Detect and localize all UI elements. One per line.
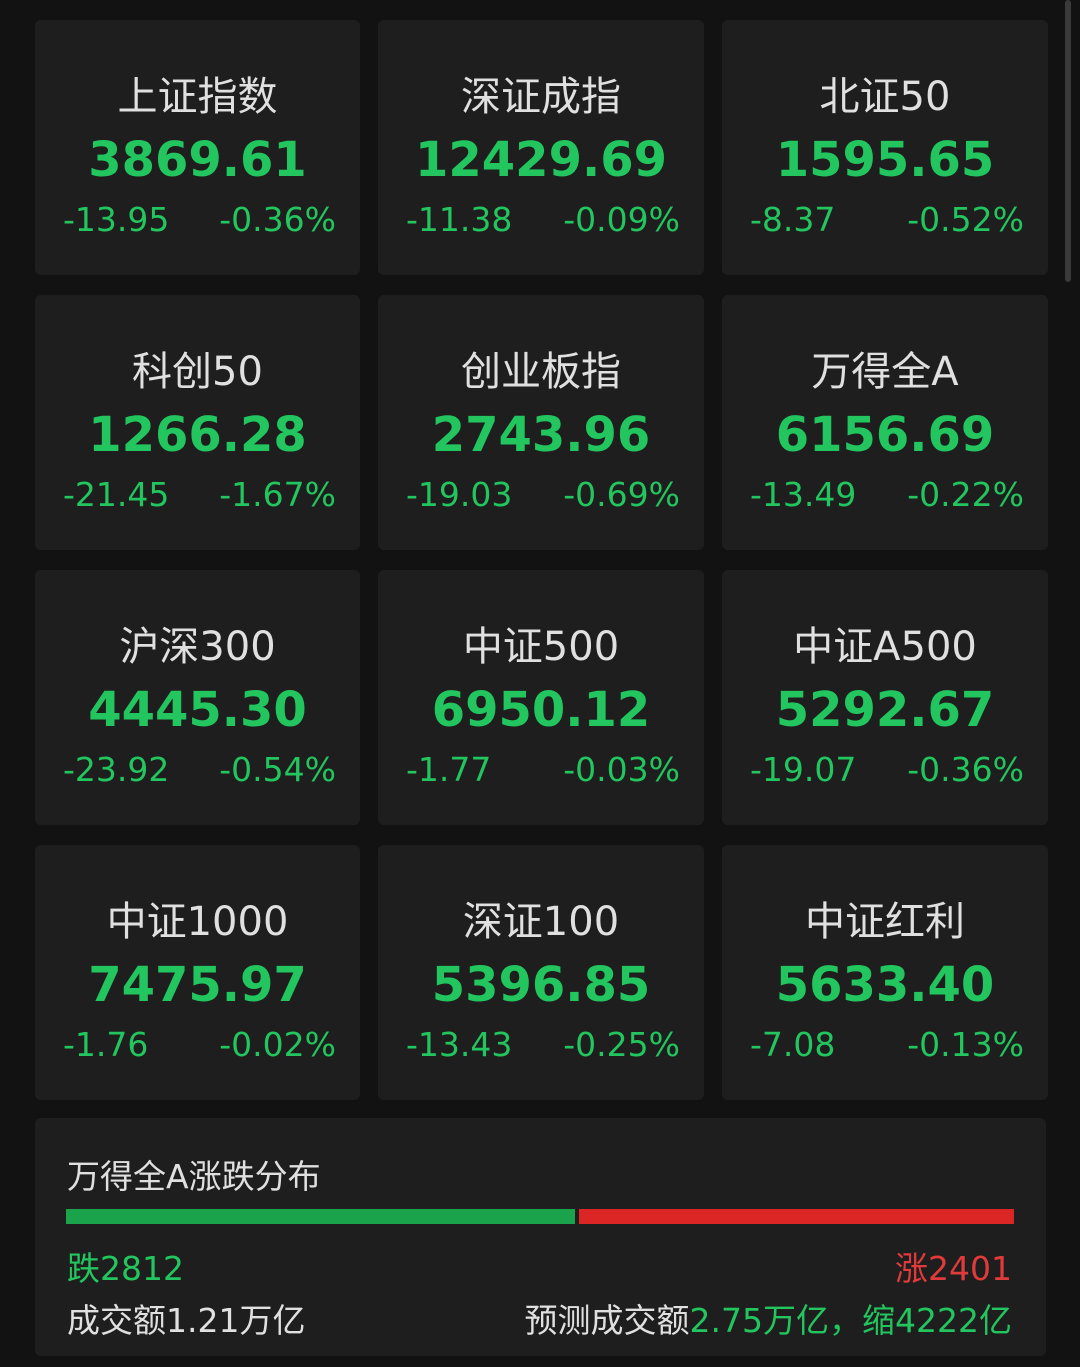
index-name: 沪深300 [119, 624, 276, 670]
scrollbar[interactable] [1065, 0, 1071, 282]
index-change: -21.45 [63, 475, 170, 514]
index-change: -13.49 [750, 475, 857, 514]
index-pct: -0.36% [219, 200, 336, 239]
index-change: -23.92 [63, 750, 170, 789]
index-name: 深证100 [462, 899, 620, 945]
index-pct: -1.67% [219, 475, 336, 514]
index-change: -13.95 [63, 200, 170, 239]
index-change: -1.77 [406, 750, 492, 789]
index-price: 6950.12 [431, 682, 651, 738]
index-price: 1595.65 [775, 132, 995, 188]
index-name: 北证50 [819, 74, 951, 120]
index-price: 2743.96 [431, 407, 651, 463]
index-card[interactable]: 中证1000 7475.97 -1.76 -0.02% [35, 845, 360, 1100]
index-pct: -0.36% [907, 750, 1024, 789]
index-card[interactable]: 万得全A 6156.69 -13.49 -0.22% [722, 295, 1048, 550]
index-card[interactable]: 深证100 5396.85 -13.43 -0.25% [378, 845, 704, 1100]
index-price: 6156.69 [775, 407, 995, 463]
index-change: -7.08 [750, 1025, 836, 1064]
index-card[interactable]: 创业板指 2743.96 -19.03 -0.69% [378, 295, 704, 550]
index-grid: 上证指数 3869.61 -13.95 -0.36% 深证成指 12429.69 -11.3… [35, 20, 1048, 1100]
index-price: 1266.28 [88, 407, 307, 463]
up-count: 涨2401 [895, 1249, 1012, 1288]
down-count: 跌2812 [67, 1249, 184, 1288]
index-pct: -0.22% [907, 475, 1024, 514]
index-card[interactable]: 上证指数 3869.61 -13.95 -0.36% [35, 20, 360, 275]
index-name: 科创50 [132, 349, 263, 395]
index-pct: -0.69% [563, 475, 680, 514]
index-card[interactable]: 中证红利 5633.40 -7.08 -0.13% [722, 845, 1048, 1100]
volume: 成交额1.21万亿 [67, 1301, 306, 1340]
index-name: 上证指数 [117, 74, 278, 120]
index-card[interactable]: 科创50 1266.28 -21.45 -1.67% [35, 295, 360, 550]
distribution-bar [66, 1209, 1014, 1224]
up-bar [579, 1209, 1014, 1224]
index-pct: -0.25% [563, 1025, 680, 1064]
index-pct: -0.02% [219, 1025, 336, 1064]
distribution-panel[interactable]: 万得全A涨跌分布 跌2812 涨2401 成交额1.21万亿 预测成交额2.75… [35, 1118, 1046, 1356]
index-price: 5292.67 [775, 682, 995, 738]
forecast-value: 2.75万亿，缩4222亿 [689, 1301, 1012, 1340]
forecast-volume: 预测成交额2.75万亿，缩4222亿 [525, 1294, 1012, 1342]
index-name: 中证红利 [805, 899, 965, 945]
index-name: 深证成指 [461, 74, 621, 120]
index-pct: -0.52% [907, 200, 1024, 239]
index-name: 万得全A [811, 349, 959, 395]
index-card[interactable]: 中证500 6950.12 -1.77 -0.03% [378, 570, 704, 825]
index-name: 中证1000 [106, 899, 289, 945]
index-name: 中证A500 [793, 624, 977, 670]
index-change: -13.43 [406, 1025, 513, 1064]
distribution-title: 万得全A涨跌分布 [67, 1157, 321, 1196]
index-pct: -0.54% [219, 750, 336, 789]
index-price: 5633.40 [775, 957, 995, 1013]
index-card[interactable]: 中证A500 5292.67 -19.07 -0.36% [722, 570, 1048, 825]
index-pct: -0.13% [907, 1025, 1024, 1064]
index-price: 3869.61 [88, 132, 307, 188]
index-pct: -0.03% [563, 750, 680, 789]
index-price: 12429.69 [414, 132, 668, 188]
index-pct: -0.09% [563, 200, 680, 239]
index-price: 7475.97 [88, 957, 307, 1013]
index-change: -19.07 [750, 750, 857, 789]
index-card[interactable]: 北证50 1595.65 -8.37 -0.52% [722, 20, 1048, 275]
index-price: 4445.30 [88, 682, 307, 738]
down-bar [66, 1209, 575, 1224]
forecast-label: 预测成交额 [524, 1301, 690, 1340]
index-card[interactable]: 深证成指 12429.69 -11.38 -0.09% [378, 20, 704, 275]
index-name: 创业板指 [461, 349, 621, 395]
index-change: -11.38 [406, 200, 513, 239]
index-change: -1.76 [63, 1025, 149, 1064]
index-change: -8.37 [750, 200, 836, 239]
index-change: -19.03 [406, 475, 513, 514]
index-price: 5396.85 [431, 957, 651, 1013]
index-name: 中证500 [462, 624, 620, 670]
index-card[interactable]: 沪深300 4445.30 -23.92 -0.54% [35, 570, 360, 825]
